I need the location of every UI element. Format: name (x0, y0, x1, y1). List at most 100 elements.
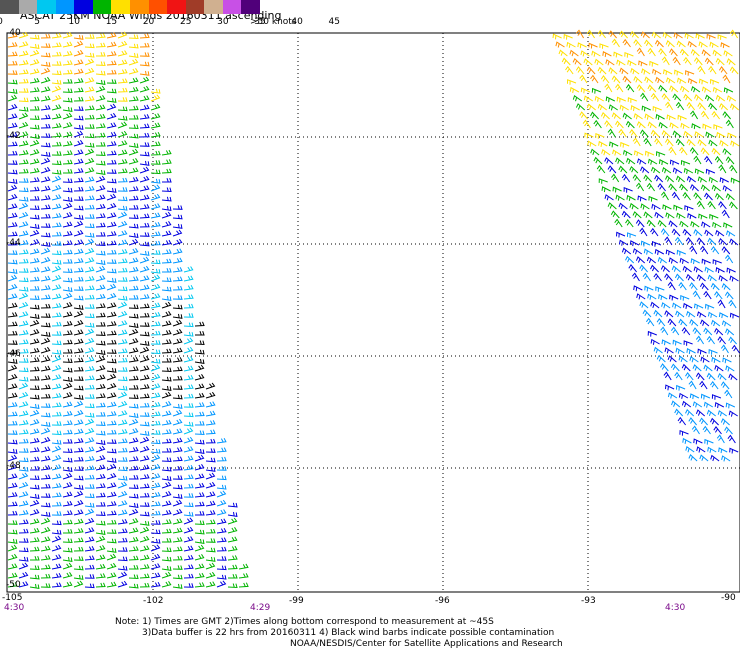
wind-barb (73, 78, 84, 84)
wind-barb (128, 223, 139, 229)
wind-barb (183, 427, 194, 435)
wind-barb (62, 230, 73, 237)
wind-barb (654, 248, 665, 255)
wind-barb (117, 481, 128, 489)
wind-barb (73, 196, 84, 201)
wind-barb (161, 376, 172, 382)
wind-barb (106, 439, 117, 444)
wind-barb (40, 67, 51, 75)
wind-barb (51, 203, 62, 210)
wind-barb (84, 564, 95, 570)
wind-barb (666, 114, 676, 121)
wind-barb (73, 565, 84, 571)
wind-barb (686, 101, 696, 111)
wind-barb (701, 258, 711, 265)
scale-label: 30 (217, 17, 229, 27)
wind-barb (718, 447, 728, 454)
wind-barb (719, 139, 729, 147)
wind-barb (84, 124, 95, 129)
wind-barb (611, 38, 620, 48)
wind-barb (161, 571, 172, 579)
wind-barb (205, 491, 216, 498)
wind-barb (51, 430, 62, 436)
wind-barb (7, 520, 18, 525)
wind-barb (84, 536, 95, 543)
wind-barb (569, 49, 579, 57)
wind-barb (600, 111, 610, 120)
wind-barb (73, 447, 84, 453)
wind-barb (128, 546, 139, 552)
wind-barb (675, 175, 686, 183)
wind-barb (667, 355, 677, 363)
wind-barb (683, 93, 693, 102)
wind-barb (117, 106, 128, 112)
wind-barb (7, 274, 18, 282)
wind-barb (128, 493, 139, 499)
wind-barb (718, 164, 727, 174)
wind-barb (696, 446, 706, 453)
wind-barb (728, 373, 738, 381)
wind-barb (584, 132, 594, 139)
wind-barb (194, 520, 205, 526)
wind-barb (629, 240, 640, 247)
wind-barb (619, 104, 629, 111)
wind-barb (29, 139, 40, 147)
wind-barb (95, 554, 106, 561)
wind-barb (216, 456, 227, 462)
wind-barb (51, 520, 62, 526)
wind-barb (139, 222, 150, 228)
wind-barb (572, 94, 583, 102)
wind-barb (106, 411, 117, 417)
wind-barb (693, 57, 703, 66)
wind-barb (705, 131, 715, 138)
wind-barb (678, 355, 688, 363)
wind-barb (725, 193, 735, 201)
wind-barb (678, 392, 689, 399)
wind-barb (40, 412, 51, 418)
wind-barb (7, 454, 18, 462)
wind-barb (51, 169, 62, 175)
wind-barb (618, 128, 627, 138)
wind-barb (96, 322, 106, 327)
wind-barb (117, 547, 128, 552)
wind-barb (95, 250, 106, 256)
wind-barb (73, 546, 84, 552)
wind-barb (681, 326, 691, 336)
wind-barb (612, 149, 622, 156)
wind-barb (660, 265, 670, 273)
wind-barb (150, 293, 161, 300)
wind-barb (29, 59, 40, 66)
wind-barb (84, 493, 95, 499)
wind-barb (18, 301, 29, 309)
wind-barb (681, 363, 691, 372)
wind-barb (632, 137, 641, 147)
wind-barb (686, 348, 696, 355)
wind-barb (563, 33, 573, 40)
wind-barb (714, 402, 725, 409)
wind-barb (62, 491, 73, 498)
wind-barb (84, 412, 95, 418)
wind-barb (183, 412, 194, 418)
wind-barb (694, 94, 704, 102)
wind-barb (635, 219, 645, 228)
wind-barb (29, 447, 40, 453)
wind-barb (40, 105, 51, 111)
wind-barb (609, 141, 619, 148)
wind-barb (84, 508, 95, 516)
wind-barb (672, 302, 682, 309)
wind-barb (29, 493, 40, 500)
wind-barb (129, 115, 139, 120)
wind-barb (18, 472, 29, 480)
wind-barb (650, 166, 661, 174)
wind-barb (73, 59, 84, 66)
wind-barb (139, 232, 150, 237)
wind-barb (671, 228, 681, 237)
wind-barb (73, 68, 84, 75)
wind-barb (29, 509, 40, 516)
wind-barb (84, 247, 95, 255)
wind-barb (106, 159, 117, 165)
wind-barb (161, 466, 172, 472)
wind-barb (40, 195, 51, 201)
wind-barb (655, 286, 665, 292)
wind-barb (117, 301, 128, 309)
